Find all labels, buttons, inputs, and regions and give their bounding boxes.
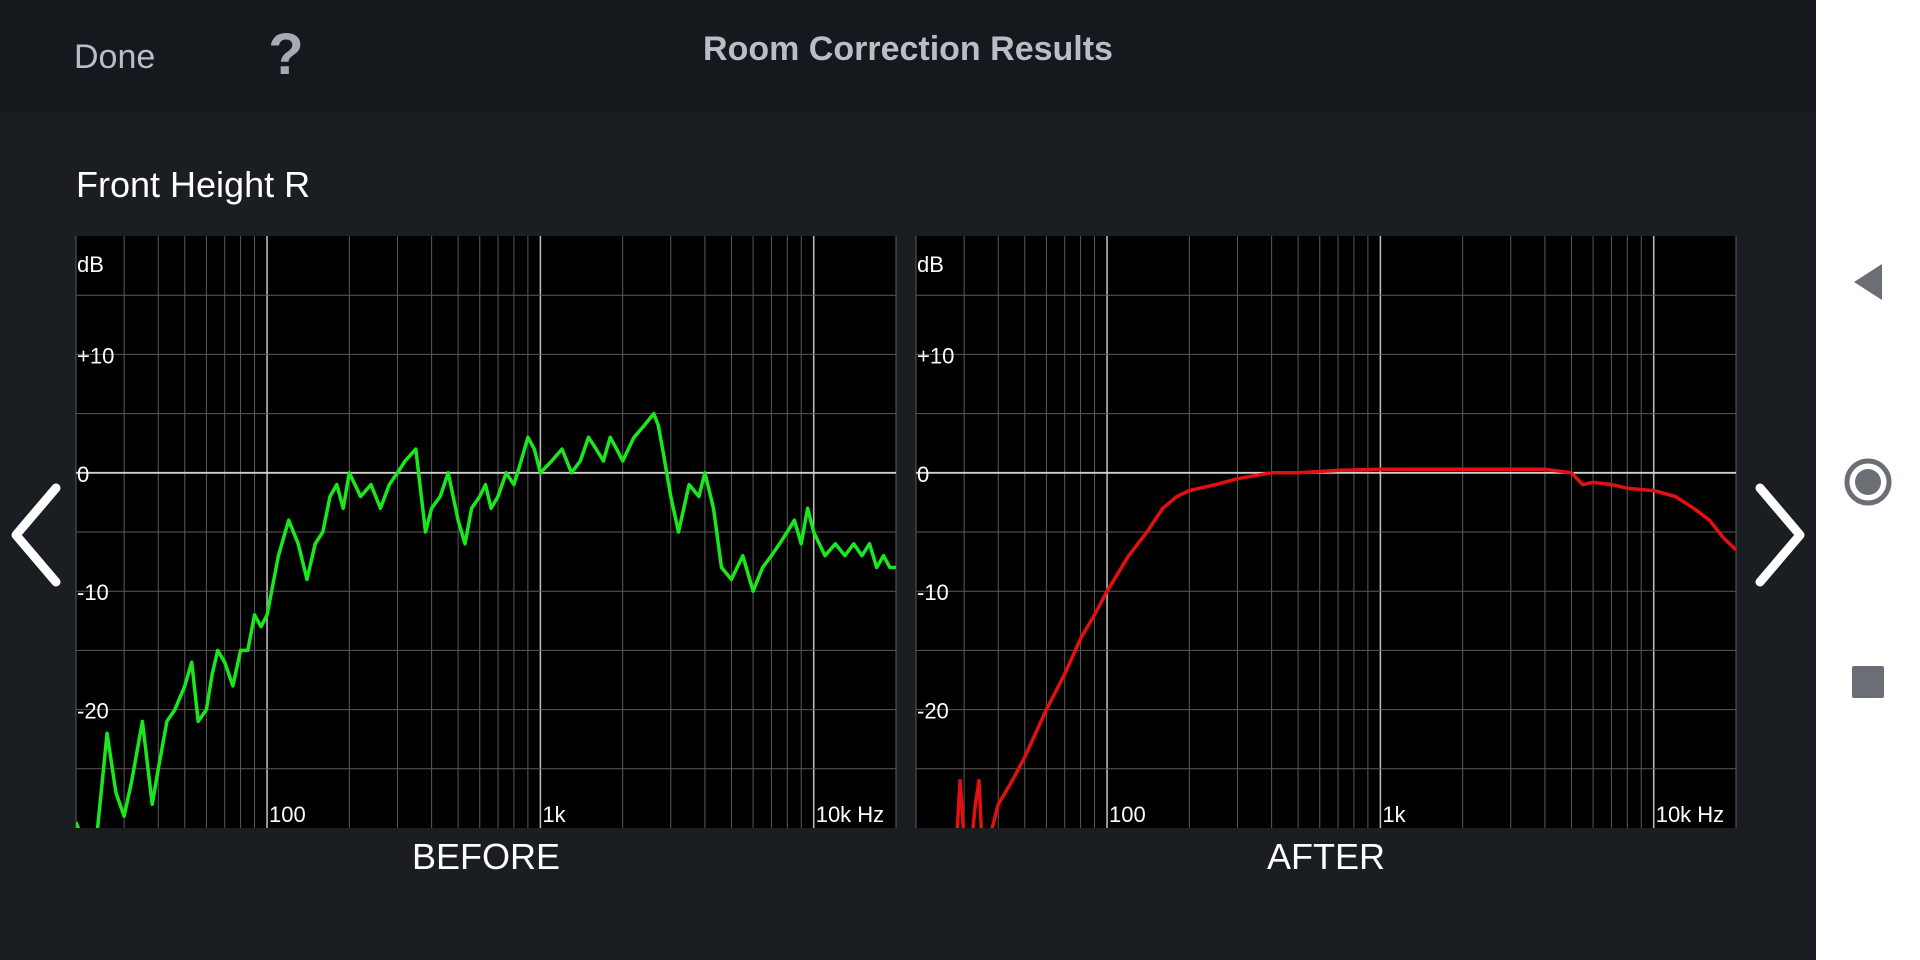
after-ylabel: dB: [917, 252, 944, 277]
before-y-tick-label: -10: [77, 580, 109, 605]
after-x-tick-label: 10k Hz: [1656, 802, 1724, 827]
next-speaker-button[interactable]: [1742, 480, 1812, 590]
previous-speaker-button[interactable]: [4, 480, 74, 590]
circle-home-icon: [1844, 458, 1892, 506]
system-recents-button[interactable]: [1838, 652, 1898, 712]
after-x-tick-label: 1k: [1382, 802, 1406, 827]
after-y-tick-label: -10: [917, 580, 949, 605]
square-recent-icon: [1852, 666, 1884, 698]
after-y-tick-label: 0: [917, 462, 929, 487]
after-y-tick-label: +10: [917, 343, 954, 368]
system-home-button[interactable]: [1838, 452, 1898, 512]
system-navigation-bar: [1816, 0, 1920, 960]
before-x-tick-label: 1k: [542, 802, 566, 827]
after-caption: AFTER: [1266, 836, 1385, 877]
before-y-tick-label: 0: [77, 462, 89, 487]
chevron-left-icon: [11, 483, 61, 587]
after-x-tick-label: 100: [1109, 802, 1146, 827]
charts-area: dB +10 0 -10 -20 100 1k 10k Hz dB +10 0 -10 -20 100 1k…: [75, 236, 1737, 828]
after-chart: dB +10 0 -10 -20 100 1k 10k Hz: [915, 236, 1737, 828]
before-caption: BEFORE: [411, 836, 561, 877]
help-button[interactable]: ?: [268, 22, 304, 87]
before-y-tick-label: +10: [77, 343, 114, 368]
after-response-curve: [955, 467, 1736, 828]
system-back-button[interactable]: [1838, 252, 1898, 312]
before-grid: [75, 236, 897, 828]
before-y-tick-label: -20: [77, 699, 109, 724]
after-y-tick-label: -20: [917, 699, 949, 724]
triangle-back-icon: [1854, 264, 1882, 300]
before-x-tick-label: 10k Hz: [816, 802, 884, 827]
app-screen: Done ? Room Correction Results Front Hei…: [0, 0, 1816, 877]
before-response-curve: [76, 411, 896, 828]
chevron-right-icon: [1755, 483, 1805, 587]
before-ylabel: dB: [77, 252, 104, 277]
before-x-tick-label: 100: [269, 802, 306, 827]
done-button[interactable]: Done: [74, 38, 156, 76]
top-bar: Done ? Room Correction Results: [0, 0, 1816, 112]
after-grid: [915, 236, 1737, 828]
speaker-name: Front Height R: [76, 164, 311, 205]
before-chart: dB +10 0 -10 -20 100 1k 10k Hz: [75, 236, 897, 828]
page-title: Room Correction Results: [703, 30, 1113, 68]
